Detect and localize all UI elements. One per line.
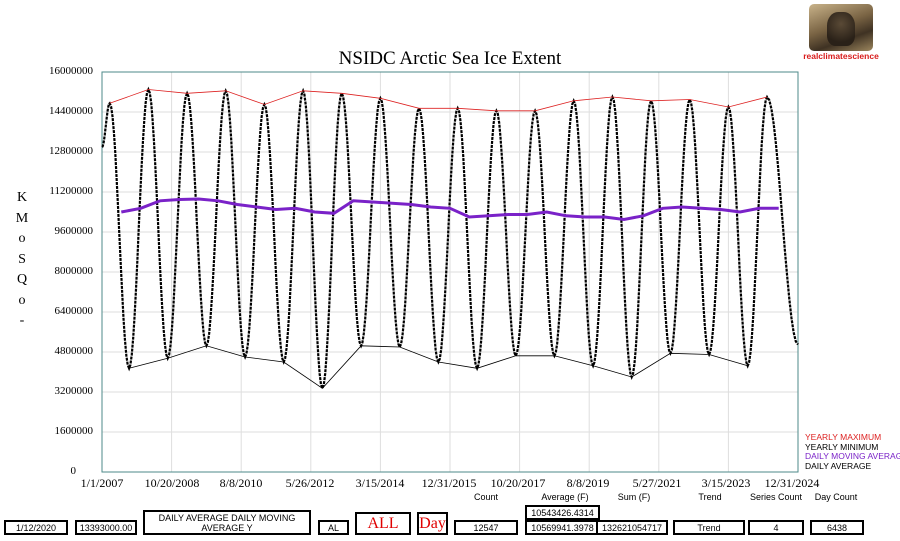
- y-tick-label: 6400000: [54, 305, 94, 317]
- header-trend: Trend: [698, 492, 722, 502]
- range-all-button[interactable]: ALL: [355, 512, 411, 535]
- legend-daily-average: DAILY AVERAGE: [805, 460, 872, 471]
- header-sum: Sum (F): [617, 492, 651, 502]
- logo: realclimatescience: [803, 4, 879, 61]
- y-tick-label: 3200000: [54, 385, 94, 397]
- x-tick-label: 10/20/2008: [144, 476, 200, 490]
- y-axis-label-char: K: [16, 190, 28, 205]
- logo-text: realclimatescience: [803, 51, 879, 61]
- x-tick-label: 10/20/2017: [490, 476, 546, 490]
- header-series-count: Series Count: [749, 492, 803, 502]
- x-tick-label: 5/26/2012: [285, 476, 335, 490]
- y-tick-label: 4800000: [54, 345, 94, 357]
- yearly-maximum-line: [109, 89, 768, 112]
- chart-grid: [102, 72, 798, 472]
- average-bottom-field[interactable]: 10569941.3978: [525, 520, 600, 535]
- y-tick-label: 1600000: [54, 425, 94, 437]
- y-tick-label: 8000000: [54, 265, 94, 277]
- count-field[interactable]: 12547: [454, 520, 518, 535]
- series-count-field[interactable]: 4: [748, 520, 804, 535]
- legend: YEARLY MAXIMUM YEARLY MINIMUM DAILY MOVI…: [805, 432, 900, 471]
- date-field[interactable]: 1/12/2020: [4, 520, 68, 535]
- y-tick-label: 16000000: [49, 65, 93, 77]
- region-field[interactable]: AL: [318, 520, 349, 535]
- x-tick-label: 8/8/2019: [566, 476, 610, 490]
- value-field[interactable]: 13393000.00: [75, 520, 137, 535]
- y-axis-label: K M o S Q o -: [15, 188, 29, 332]
- legend-yearly-maximum: YEARLY MAXIMUM: [805, 432, 882, 442]
- day-count-field[interactable]: 6438: [810, 520, 864, 535]
- dog-photo-icon: [809, 4, 873, 51]
- header-count: Count: [473, 492, 499, 502]
- plot-frame: [101, 71, 799, 473]
- y-axis-label-char: Q: [16, 272, 28, 287]
- y-axis-label-char: M: [15, 210, 29, 226]
- x-tick-label: 5/27/2021: [632, 476, 682, 490]
- y-tick-label: 12800000: [49, 145, 93, 157]
- x-tick-label: 1/1/2007: [80, 476, 124, 490]
- y-axis-label-char: -: [19, 313, 25, 328]
- header-day-count: Day Count: [814, 492, 858, 502]
- x-tick-label: 3/15/2023: [701, 476, 751, 490]
- moving-average-line: [121, 197, 779, 222]
- y-tick-label: 11200000: [49, 185, 93, 197]
- y-axis-label-char: S: [18, 251, 26, 267]
- trend-button[interactable]: Trend: [673, 520, 745, 535]
- yearly-minimum-line: [128, 345, 748, 389]
- average-top-field[interactable]: 10543426.4314: [525, 505, 600, 520]
- x-tick-label: 8/8/2010: [219, 476, 263, 490]
- legend-daily-moving-average: DAILY MOVING AVERAGE: [805, 451, 900, 461]
- chart-title: NSIDC Arctic Sea Ice Extent: [338, 48, 562, 69]
- sum-field[interactable]: 132621054717: [596, 520, 668, 535]
- legend-yearly-minimum: YEARLY MINIMUM: [805, 441, 879, 452]
- header-average: Average (F): [541, 492, 589, 502]
- y-tick-label: 14400000: [49, 105, 93, 117]
- y-tick-label: 9600000: [54, 225, 94, 237]
- period-day-button[interactable]: Day: [417, 512, 448, 535]
- x-tick-label: 12/31/2024: [764, 476, 820, 490]
- series-select[interactable]: DAILY AVERAGE DAILY MOVING AVERAGE Y: [143, 510, 311, 535]
- y-tick-label: 0: [70, 465, 77, 477]
- x-tick-label: 12/31/2015: [421, 476, 477, 490]
- y-axis-label-char: o: [18, 292, 26, 308]
- x-tick-label: 3/15/2014: [355, 476, 405, 490]
- y-axis-label-char: o: [18, 231, 26, 246]
